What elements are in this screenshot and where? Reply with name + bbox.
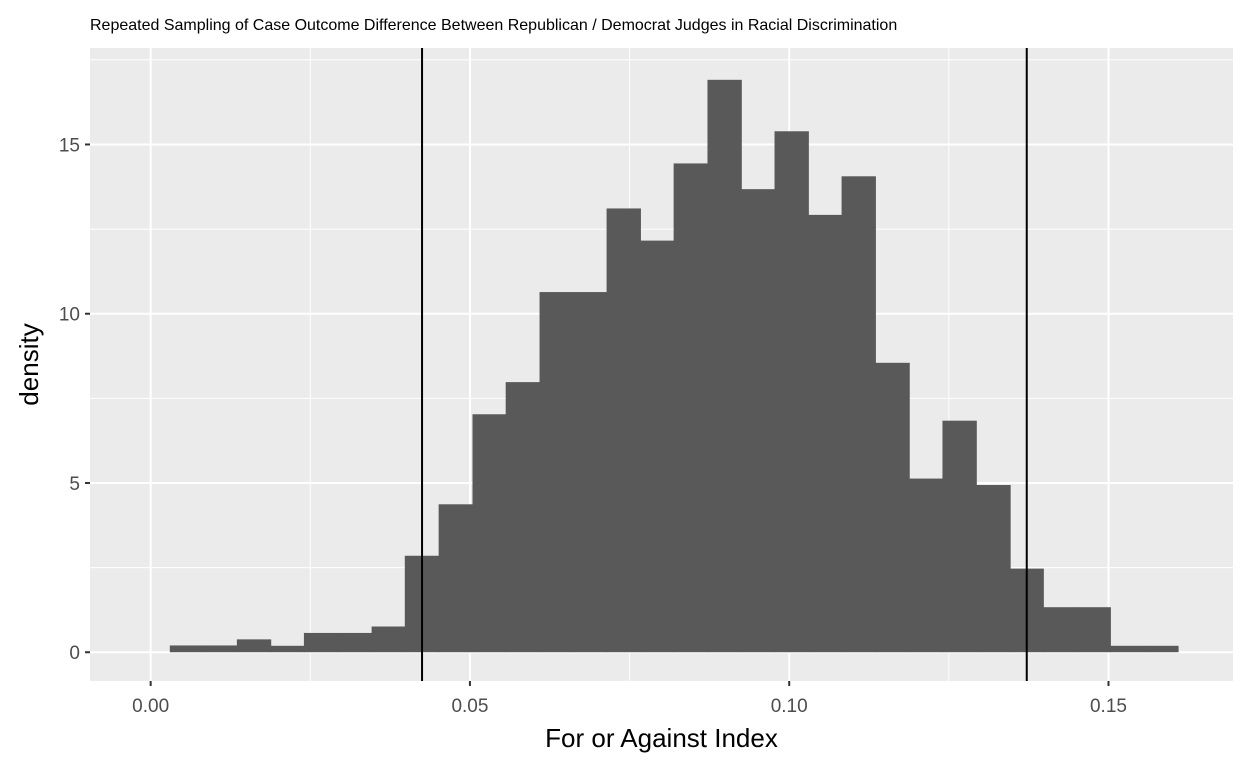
histogram-bar (472, 414, 507, 653)
histogram-bar (640, 240, 675, 653)
chart-title: Repeated Sampling of Case Outcome Differ… (90, 17, 897, 34)
histogram-bar (1110, 645, 1145, 653)
y-tick-label: 15 (59, 135, 80, 156)
histogram-bar (808, 214, 843, 653)
x-tick-label: 0.15 (1090, 696, 1127, 717)
x-axis-ticks: 0.00 0.05 0.10 0.15 (132, 681, 1127, 717)
histogram-bar (841, 176, 876, 653)
histogram-bar (606, 208, 641, 653)
histogram-bar (976, 485, 1011, 653)
histogram-bar (169, 645, 205, 653)
x-tick-label: 0.10 (771, 696, 808, 717)
histogram-bar (875, 362, 910, 653)
histogram-bar (438, 504, 473, 653)
y-tick-label: 5 (69, 474, 80, 495)
y-tick-label: 0 (69, 643, 80, 664)
histogram-bar (909, 478, 943, 653)
histogram-bar (270, 645, 305, 653)
histogram-bar (673, 163, 708, 653)
x-tick-label: 0.05 (451, 696, 488, 717)
y-axis-title: density (14, 323, 44, 405)
histogram-bar (505, 382, 541, 653)
histogram-bar (303, 632, 339, 653)
reference-lines (421, 48, 1028, 681)
histogram-bar (371, 626, 406, 653)
histogram-bar (774, 131, 809, 653)
y-axis-ticks: 0 5 10 15 (59, 135, 90, 664)
histogram-bar (1144, 645, 1179, 653)
histogram-bar (236, 639, 272, 653)
histogram-bar (539, 292, 574, 653)
histogram-bar (337, 632, 373, 653)
histogram-bar (707, 79, 742, 653)
histogram-bar (1043, 607, 1078, 653)
histogram-bar (203, 645, 238, 653)
x-axis-title: For or Against Index (545, 723, 778, 753)
histogram-bar (942, 420, 977, 653)
histogram-bar (1077, 607, 1111, 653)
histogram-bar (572, 292, 608, 653)
x-tick-label: 0.00 (132, 696, 169, 717)
histogram-bar (741, 189, 776, 653)
y-tick-label: 10 (59, 305, 80, 326)
histogram-bars (169, 79, 1179, 653)
